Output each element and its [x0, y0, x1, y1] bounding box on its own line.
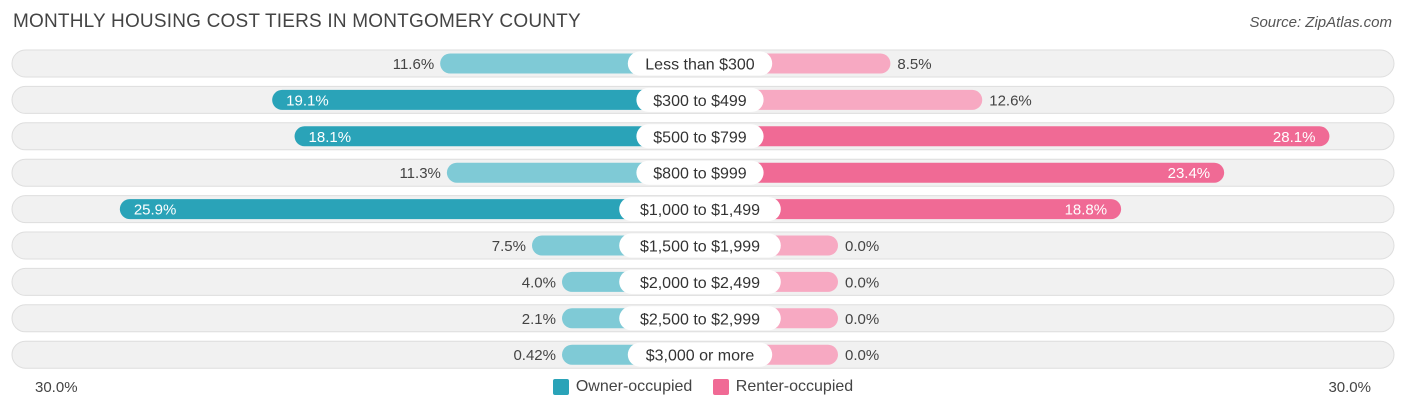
category-label: $1,500 to $1,999 — [640, 239, 760, 256]
category-pill — [619, 269, 781, 294]
owner-value-label: 25.9% — [134, 202, 177, 219]
legend-renter-label: Renter-occupied — [735, 378, 854, 395]
renter-value-label: 23.4% — [1168, 165, 1211, 182]
renter-value-label: 0.0% — [845, 274, 879, 291]
renter-value-label: 0.0% — [845, 311, 879, 328]
legend: Owner-occupied Renter-occupied — [0, 378, 1406, 400]
axis-min-label: 30.0% — [35, 379, 78, 396]
owner-bar[interactable] — [446, 162, 700, 183]
owner-value-label: 7.5% — [492, 238, 526, 255]
category-label: $500 to $799 — [653, 129, 747, 146]
owner-value-label: 2.1% — [522, 311, 556, 328]
renter-swatch — [712, 379, 729, 395]
category-label: $300 to $499 — [653, 93, 747, 110]
category-label: Less than $300 — [645, 57, 755, 74]
renter-bar[interactable] — [700, 199, 1122, 220]
category-pill — [627, 51, 773, 76]
renter-value-label: 12.6% — [989, 92, 1032, 109]
category-pill — [636, 160, 764, 185]
category-label: $3,000 or more — [646, 348, 755, 365]
category-label: $1,000 to $1,499 — [640, 202, 760, 219]
renter-value-label: 8.5% — [897, 56, 931, 73]
owner-value-label: 11.3% — [399, 165, 440, 182]
renter-value-label: 28.1% — [1273, 129, 1316, 146]
source-label: Source: ZipAtlas.com — [1249, 14, 1392, 31]
category-label: $2,500 to $2,999 — [640, 311, 760, 328]
owner-swatch — [552, 379, 569, 395]
legend-item-renter[interactable]: Renter-occupied — [712, 378, 854, 396]
category-pill — [619, 233, 781, 258]
owner-value-label: 11.6% — [393, 56, 434, 73]
renter-value-label: 0.0% — [845, 347, 879, 364]
category-pill — [619, 306, 781, 331]
category-pill — [636, 87, 764, 112]
category-pill — [636, 124, 764, 149]
renter-value-label: 0.0% — [845, 238, 879, 255]
owner-value-label: 19.1% — [286, 92, 329, 109]
legend-owner-label: Owner-occupied — [575, 378, 693, 395]
category-label: $2,000 to $2,499 — [640, 275, 760, 292]
category-label: $800 to $999 — [653, 166, 747, 183]
owner-bar[interactable] — [272, 89, 700, 110]
owner-value-label: 18.1% — [309, 129, 352, 146]
legend-item-owner[interactable]: Owner-occupied — [552, 378, 693, 396]
renter-bar[interactable] — [700, 89, 983, 110]
category-pill — [627, 342, 773, 367]
renter-value-label: 18.8% — [1065, 202, 1108, 219]
owner-bar[interactable] — [294, 126, 700, 147]
category-pill — [619, 197, 781, 222]
owner-bar[interactable] — [119, 199, 701, 220]
chart-title: MONTHLY HOUSING COST TIERS IN MONTGOMERY… — [13, 11, 581, 32]
renter-bar[interactable] — [700, 162, 1225, 183]
renter-bar[interactable] — [700, 126, 1330, 147]
axis-max-label: 30.0% — [1328, 379, 1371, 396]
owner-value-label: 0.42% — [513, 347, 556, 364]
owner-value-label: 4.0% — [522, 274, 556, 291]
